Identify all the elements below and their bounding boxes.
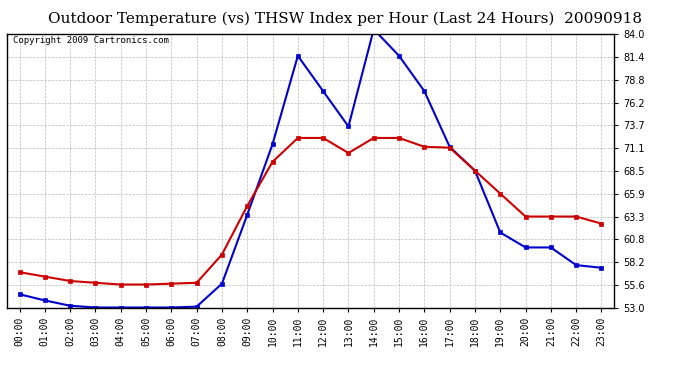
Text: Outdoor Temperature (vs) THSW Index per Hour (Last 24 Hours)  20090918: Outdoor Temperature (vs) THSW Index per … — [48, 11, 642, 26]
Text: Copyright 2009 Cartronics.com: Copyright 2009 Cartronics.com — [13, 36, 169, 45]
